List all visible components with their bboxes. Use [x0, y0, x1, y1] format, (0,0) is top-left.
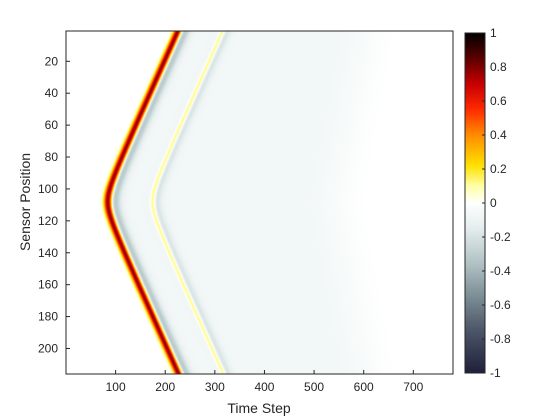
y-tick-label: 180	[38, 310, 58, 324]
y-tick-label: 120	[38, 214, 58, 228]
y-tick-label: 20	[45, 54, 59, 68]
plot-axes-box	[65, 30, 454, 375]
x-tick-label: 100	[106, 380, 126, 394]
colorbar-tick-label: 0.2	[490, 162, 507, 176]
colorbar-tick-label: -0.4	[490, 264, 511, 278]
colorbar-tick-label: 0.6	[490, 94, 507, 108]
y-tick-label: 140	[38, 246, 58, 260]
y-tick-label: 40	[45, 86, 59, 100]
y-tick-label: 80	[45, 150, 59, 164]
colorbar-tick-label: -1	[490, 366, 501, 380]
y-tick-label: 100	[38, 182, 58, 196]
y-tick-label: 160	[38, 278, 58, 292]
y-axis-label: Sensor Position	[17, 153, 33, 251]
y-tick-label: 60	[45, 118, 59, 132]
x-axis-ticks: 100 200 300 400 500 600 700	[106, 370, 424, 394]
x-tick-label: 300	[205, 380, 225, 394]
colorbar-tick-label: 0.8	[490, 60, 507, 74]
x-tick-label: 400	[254, 380, 274, 394]
colorbar-tick-label: 0.4	[490, 128, 507, 142]
colorbar-ticks: 1 0.8 0.6 0.4 0.2 0 -0.2 -0.4 -0.6 -0.8 -1	[482, 26, 511, 380]
colorbar-tick-label: -0.6	[490, 298, 511, 312]
colorbar-tick-label: 1	[490, 26, 497, 40]
x-tick-label: 700	[403, 380, 423, 394]
x-tick-label: 600	[354, 380, 374, 394]
x-tick-label: 500	[304, 380, 324, 394]
x-tick-label: 200	[155, 380, 175, 394]
colorbar-tick-label: 0	[490, 196, 497, 210]
colorbar-tick-label: -0.2	[490, 230, 511, 244]
x-axis-label: Time Step	[227, 400, 290, 416]
heatmap-image	[66, 31, 453, 374]
y-axis-ticks: 20 40 60 80 100 120 140 160 180 200	[38, 54, 70, 355]
colorbar-gradient	[465, 33, 485, 373]
colorbar-tick-label: -0.8	[490, 332, 511, 346]
y-tick-label: 200	[38, 341, 58, 355]
